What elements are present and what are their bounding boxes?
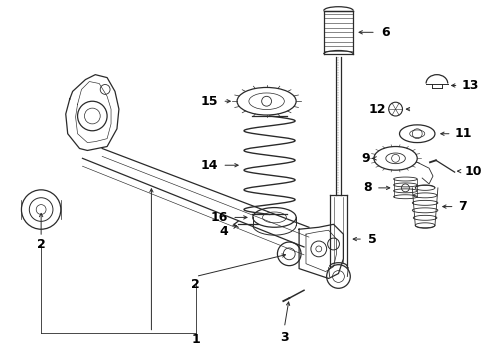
Text: 10: 10 (464, 165, 481, 177)
Text: 15: 15 (201, 95, 218, 108)
Text: 6: 6 (380, 26, 388, 39)
Text: 9: 9 (361, 152, 369, 165)
Text: 11: 11 (454, 127, 471, 140)
Text: 13: 13 (461, 79, 478, 92)
Text: 8: 8 (363, 181, 371, 194)
Text: 7: 7 (458, 200, 467, 213)
Text: 14: 14 (201, 159, 218, 172)
Text: 4: 4 (219, 225, 228, 238)
Text: 1: 1 (191, 333, 200, 346)
Text: 2: 2 (191, 278, 200, 291)
Text: 3: 3 (280, 331, 288, 344)
Text: 2: 2 (37, 238, 45, 252)
Text: 12: 12 (367, 103, 385, 116)
Text: 16: 16 (210, 211, 228, 224)
Text: 5: 5 (367, 233, 376, 246)
